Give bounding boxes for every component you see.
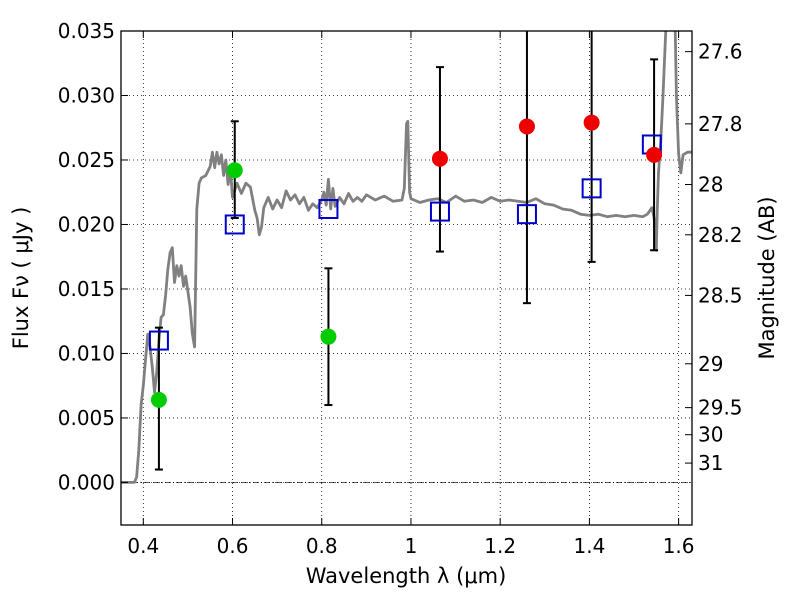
right-tick-label: 29.5 bbox=[698, 396, 743, 420]
model-square-marker bbox=[516, 204, 537, 225]
upper-limit-point bbox=[431, 150, 448, 167]
right-tick-label: 30 bbox=[698, 423, 723, 447]
y-tick-label: 0.020 bbox=[58, 212, 115, 236]
model-square-marker bbox=[429, 201, 450, 222]
x-tick-label: 1.2 bbox=[484, 534, 516, 558]
y-tick-label: 0.000 bbox=[58, 470, 115, 494]
right-tick-label: 27.8 bbox=[698, 112, 743, 136]
x-tick-label: 1.4 bbox=[573, 534, 605, 558]
sed-line bbox=[121, 31, 692, 484]
x-axis-label: Wavelength λ (μm) bbox=[306, 564, 507, 588]
x-tick-label: 1.6 bbox=[663, 534, 695, 558]
x-tick-label: 0.4 bbox=[127, 534, 159, 558]
model-square-marker bbox=[148, 330, 169, 351]
right-tick-label: 28.5 bbox=[698, 283, 743, 307]
upper-limit-point bbox=[518, 118, 535, 135]
model-square-marker bbox=[224, 214, 245, 235]
marker-layer bbox=[148, 31, 663, 471]
right-tick-label: 29 bbox=[698, 352, 723, 376]
x-tick-label: 0.6 bbox=[217, 534, 249, 558]
plot-frame bbox=[120, 30, 693, 526]
grid bbox=[121, 30, 692, 525]
tick-layer: 0.4 0.6 0.8 1 1.2 1.4 1.6 0.000 0.005 0.010 0.015 0… bbox=[58, 19, 743, 558]
y-tick-label: 0.015 bbox=[58, 277, 115, 301]
upper-limit-point bbox=[583, 114, 600, 131]
y-axis-label: Flux Fν ( μJy ) bbox=[9, 207, 33, 350]
x-tick-label: 0.8 bbox=[306, 534, 338, 558]
y-axis-right-label: Magnitude (AB) bbox=[755, 196, 779, 359]
y-tick-label: 0.025 bbox=[58, 148, 115, 172]
data-layer bbox=[121, 31, 692, 484]
x-tick-label: 1 bbox=[405, 534, 418, 558]
y-tick-label: 0.005 bbox=[58, 406, 115, 430]
y-tick-label: 0.010 bbox=[58, 341, 115, 365]
right-tick-label: 27.6 bbox=[698, 40, 743, 64]
model-square-marker bbox=[318, 198, 339, 219]
detection-point bbox=[320, 328, 337, 345]
right-tick-label: 31 bbox=[698, 451, 723, 475]
detection-point bbox=[226, 162, 243, 179]
y-tick-label: 0.035 bbox=[58, 19, 115, 43]
right-tick-label: 28 bbox=[698, 172, 723, 196]
right-tick-label: 28.2 bbox=[698, 223, 743, 247]
upper-limit-point bbox=[646, 146, 663, 163]
y-tick-label: 0.030 bbox=[58, 83, 115, 107]
detection-point bbox=[150, 391, 167, 408]
model-square-marker bbox=[581, 178, 602, 199]
